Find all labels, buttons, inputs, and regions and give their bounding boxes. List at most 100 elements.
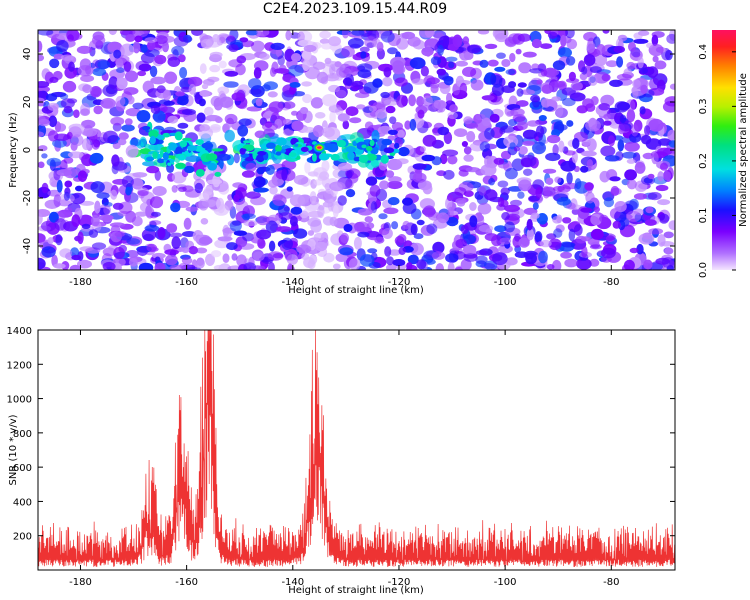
heatmap-cell: [388, 249, 401, 256]
y-tick-label: 200: [13, 532, 32, 543]
heatmap-cell: [184, 155, 200, 163]
heatmap-cell: [612, 220, 621, 229]
heatmap-cell: [110, 189, 118, 200]
heatmap-cell: [337, 195, 347, 206]
heatmap-cell: [397, 129, 405, 138]
heatmap-cell: [480, 164, 497, 176]
y-tick-label: 600: [13, 463, 32, 474]
heatmap-cell: [430, 83, 440, 89]
heatmap-cell: [540, 43, 553, 49]
heatmap-cell: [46, 157, 62, 167]
heatmap-y-label: Frequency (Hz): [8, 112, 19, 188]
heatmap-cell: [169, 232, 183, 238]
heatmap-cell: [623, 259, 635, 270]
heatmap-cell: [629, 247, 639, 254]
heatmap-cell: [233, 230, 247, 236]
heatmap-cell: [522, 51, 537, 58]
heatmap-cell: [636, 243, 644, 255]
y-tick-label: 40: [22, 48, 33, 61]
colorbar-tick-label: 0.4: [698, 44, 709, 60]
heatmap-cell: [431, 251, 446, 260]
heatmap-cell: [421, 154, 436, 162]
heatmap-cell: [256, 229, 272, 240]
heatmap-cell: [590, 228, 604, 240]
heatmap-cell: [38, 97, 45, 103]
heatmap-cell: [508, 81, 517, 89]
heatmap-cell: [543, 67, 558, 78]
heatmap-cell: [534, 231, 543, 243]
heatmap-cell: [171, 185, 178, 193]
heatmap-cell: [313, 179, 323, 186]
heatmap-cell: [243, 140, 252, 144]
heatmap-cell: [380, 91, 391, 99]
heatmap-cell: [596, 44, 606, 55]
heatmap-cell: [648, 118, 664, 132]
heatmap-cell: [408, 94, 416, 107]
heatmap-cell: [118, 132, 129, 141]
heatmap-cell: [68, 61, 75, 72]
heatmap-cell: [610, 185, 620, 197]
heatmap-cell: [570, 81, 583, 91]
heatmap-cell: [341, 45, 355, 58]
colorbar-tick-label: 0.3: [698, 98, 709, 114]
heatmap-cell: [93, 105, 103, 115]
heatmap-cell: [356, 104, 366, 110]
heatmap-cell: [504, 204, 520, 212]
heatmap-cell: [312, 153, 317, 162]
heatmap-cell: [561, 87, 576, 96]
heatmap-cell: [667, 129, 675, 141]
heatmap-cell: [365, 146, 373, 152]
heatmap-cell: [384, 246, 392, 257]
heatmap-cell: [185, 206, 199, 212]
heatmap-cell: [256, 30, 270, 37]
heatmap-cell: [639, 106, 646, 115]
heatmap-cell: [241, 170, 256, 178]
heatmap-cell: [136, 110, 151, 123]
heatmap-cell: [142, 126, 151, 131]
heatmap-cell: [137, 70, 147, 77]
heatmap-cell: [329, 110, 336, 124]
heatmap-cell: [235, 63, 246, 76]
heatmap-cell: [181, 247, 190, 254]
heatmap-cell: [321, 43, 333, 50]
heatmap-cell: [171, 236, 181, 250]
heatmap-cell: [601, 247, 616, 259]
heatmap-cell: [664, 247, 674, 255]
heatmap-cell: [205, 153, 218, 161]
heatmap-cell: [632, 79, 641, 89]
colorbar: 0.0 0.1 0.2 0.3 0.4 Normalized spectral ampl…: [698, 30, 749, 278]
heatmap-cell: [411, 78, 425, 85]
heatmap-cell: [361, 144, 367, 149]
heatmap-cell: [175, 91, 186, 97]
heatmap-cell: [568, 71, 577, 82]
heatmap-cell: [579, 72, 588, 81]
heatmap-cell: [38, 131, 45, 138]
heatmap-cell: [63, 167, 78, 179]
heatmap-cell: [501, 212, 510, 221]
x-tick-label: -160: [175, 277, 198, 288]
heatmap-cell: [345, 106, 359, 117]
heatmap-cell: [663, 231, 674, 239]
heatmap-cell: [660, 162, 668, 171]
heatmap-cell: [53, 263, 66, 269]
heatmap-cell: [416, 259, 427, 270]
snr-y-label: SNR (10 * v/v): [8, 414, 19, 485]
heatmap-cell: [124, 118, 133, 126]
heatmap-cell: [532, 141, 546, 155]
heatmap-cell: [316, 71, 329, 84]
heatmap-cell: [191, 30, 204, 36]
heatmap-cell: [159, 149, 164, 158]
heatmap-cell: [458, 169, 469, 177]
heatmap-cell: [253, 187, 269, 193]
heatmap-cell: [117, 138, 127, 146]
heatmap-cell: [91, 242, 107, 250]
heatmap-cell: [282, 101, 296, 109]
heatmap-cell: [75, 185, 83, 192]
heatmap-cell: [162, 152, 169, 161]
heatmap-cell: [319, 38, 330, 45]
heatmap-cell: [38, 212, 43, 225]
heatmap-cell: [633, 193, 648, 200]
heatmap-cell: [514, 233, 522, 242]
heatmap-cell: [259, 53, 270, 60]
heatmap-cell: [368, 105, 377, 112]
